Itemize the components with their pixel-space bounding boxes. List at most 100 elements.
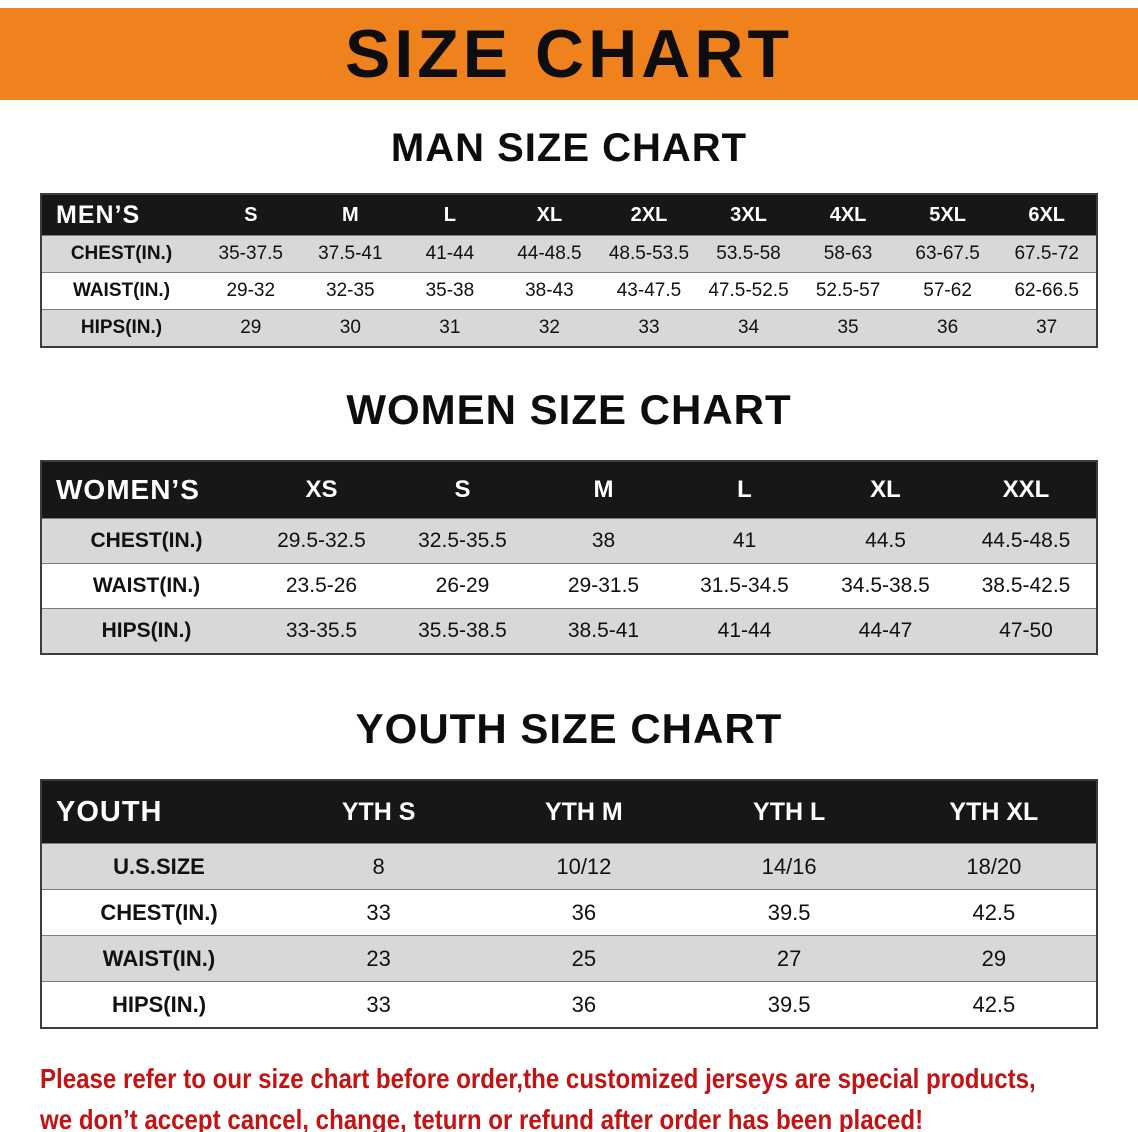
size-value: 27 — [686, 935, 892, 982]
size-col-header: YTH XL — [891, 779, 1097, 844]
row-label: CHEST(IN.) — [41, 889, 276, 936]
size-col-header: M — [533, 460, 674, 519]
size-value: 38.5-41 — [533, 608, 674, 654]
table-header-row: WOMEN’S XS S M L XL XXL — [41, 460, 1097, 519]
size-value: 39.5 — [686, 889, 892, 936]
size-value: 29-31.5 — [533, 563, 674, 609]
size-col-header: XXL — [956, 460, 1097, 519]
disclaimer-line-1: Please refer to our size chart before or… — [40, 1063, 1036, 1094]
size-value: 43-47.5 — [599, 272, 699, 310]
size-value: 29 — [891, 935, 1097, 982]
table-row: U.S.SIZE 8 10/12 14/16 18/20 — [41, 843, 1097, 890]
disclaimer-line-2: we don’t accept cancel, change, teturn o… — [40, 1103, 924, 1132]
table-row: WAIST(IN.) 23.5-26 26-29 29-31.5 31.5-34… — [41, 563, 1097, 609]
size-value: 53.5-58 — [698, 235, 799, 273]
size-value: 34 — [698, 309, 799, 347]
size-value: 44-47 — [815, 608, 956, 654]
row-label: WAIST(IN.) — [41, 272, 201, 310]
size-value: 44.5-48.5 — [956, 518, 1097, 564]
size-value: 36 — [481, 889, 687, 936]
size-value: 36 — [897, 309, 998, 347]
size-value: 8 — [276, 843, 482, 890]
size-value: 34.5-38.5 — [815, 563, 956, 609]
row-label: HIPS(IN.) — [41, 608, 251, 654]
size-value: 42.5 — [891, 889, 1097, 936]
size-value: 47-50 — [956, 608, 1097, 654]
size-col-header: YTH M — [481, 779, 687, 844]
size-value: 47.5-52.5 — [698, 272, 799, 310]
size-value: 57-62 — [897, 272, 998, 310]
size-value: 67.5-72 — [997, 235, 1097, 273]
size-value: 32 — [499, 309, 600, 347]
size-value: 36 — [481, 981, 687, 1028]
mens-heading: MAN SIZE CHART — [390, 126, 748, 170]
table-header-row: MEN’S S M L XL 2XL 3XL 4XL 5XL 6XL — [41, 193, 1097, 236]
size-value: 44.5 — [815, 518, 956, 564]
size-value: 52.5-57 — [798, 272, 898, 310]
size-value: 42.5 — [891, 981, 1097, 1028]
size-value: 58-63 — [798, 235, 898, 273]
mens-table: MEN’S S M L XL 2XL 3XL 4XL 5XL 6XL CHEST… — [40, 193, 1098, 348]
table-title: MEN’S — [41, 193, 201, 236]
size-col-header: 2XL — [599, 193, 699, 236]
size-col-header: XL — [815, 460, 956, 519]
row-label: WAIST(IN.) — [41, 563, 251, 609]
row-label: CHEST(IN.) — [41, 518, 251, 564]
womens-table: WOMEN’S XS S M L XL XXL CHEST(IN.) 29.5-… — [40, 460, 1098, 655]
banner: SIZE CHART — [0, 8, 1138, 100]
size-col-header: XS — [251, 460, 392, 519]
size-value: 31 — [400, 309, 500, 347]
size-value: 18/20 — [891, 843, 1097, 890]
youth-table: YOUTH YTH S YTH M YTH L YTH XL U.S.SIZE … — [40, 779, 1098, 1029]
size-value: 29.5-32.5 — [251, 518, 392, 564]
size-value: 41 — [674, 518, 815, 564]
size-value: 33-35.5 — [251, 608, 392, 654]
table-row: CHEST(IN.) 35-37.5 37.5-41 41-44 44-48.5… — [41, 235, 1097, 273]
table-header-row: YOUTH YTH S YTH M YTH L YTH XL — [41, 779, 1097, 844]
size-value: 62-66.5 — [997, 272, 1097, 310]
womens-heading: WOMEN SIZE CHART — [346, 386, 792, 433]
size-value: 63-67.5 — [897, 235, 998, 273]
size-col-header: 4XL — [798, 193, 898, 236]
size-value: 14/16 — [686, 843, 892, 890]
size-value: 25 — [481, 935, 687, 982]
size-value: 32.5-35.5 — [392, 518, 533, 564]
size-value: 38.5-42.5 — [956, 563, 1097, 609]
size-col-header: YTH S — [276, 779, 482, 844]
size-value: 35-38 — [400, 272, 500, 310]
size-col-header: L — [400, 193, 500, 236]
table-row: WAIST(IN.) 23 25 27 29 — [41, 935, 1097, 982]
size-value: 39.5 — [686, 981, 892, 1028]
size-value: 10/12 — [481, 843, 687, 890]
table-row: CHEST(IN.) 33 36 39.5 42.5 — [41, 889, 1097, 936]
size-value: 44-48.5 — [499, 235, 600, 273]
size-value: 41-44 — [674, 608, 815, 654]
size-value: 33 — [276, 889, 482, 936]
table-row: CHEST(IN.) 29.5-32.5 32.5-35.5 38 41 44.… — [41, 518, 1097, 564]
table-row: HIPS(IN.) 33 36 39.5 42.5 — [41, 981, 1097, 1028]
row-label: CHEST(IN.) — [41, 235, 201, 273]
size-value: 26-29 — [392, 563, 533, 609]
size-col-header: M — [300, 193, 401, 236]
table-title: WOMEN’S — [41, 460, 251, 519]
size-value: 48.5-53.5 — [599, 235, 699, 273]
banner-title: SIZE CHART — [345, 16, 793, 92]
table-row: HIPS(IN.) 29 30 31 32 33 34 35 36 37 — [41, 309, 1097, 347]
size-chart-page: { "banner": { "title": "SIZE CHART" }, "… — [0, 8, 1138, 1132]
size-col-header: S — [392, 460, 533, 519]
table-title: YOUTH — [41, 779, 276, 844]
size-value: 38 — [533, 518, 674, 564]
row-label: U.S.SIZE — [41, 843, 276, 890]
size-value: 35.5-38.5 — [392, 608, 533, 654]
row-label: WAIST(IN.) — [41, 935, 276, 982]
size-value: 33 — [276, 981, 482, 1028]
size-col-header: YTH L — [686, 779, 892, 844]
size-value: 41-44 — [400, 235, 500, 273]
size-value: 37.5-41 — [300, 235, 401, 273]
size-value: 30 — [300, 309, 401, 347]
size-value: 29-32 — [201, 272, 301, 310]
size-value: 33 — [599, 309, 699, 347]
size-value: 23 — [276, 935, 482, 982]
table-row: HIPS(IN.) 33-35.5 35.5-38.5 38.5-41 41-4… — [41, 608, 1097, 654]
size-value: 32-35 — [300, 272, 401, 310]
